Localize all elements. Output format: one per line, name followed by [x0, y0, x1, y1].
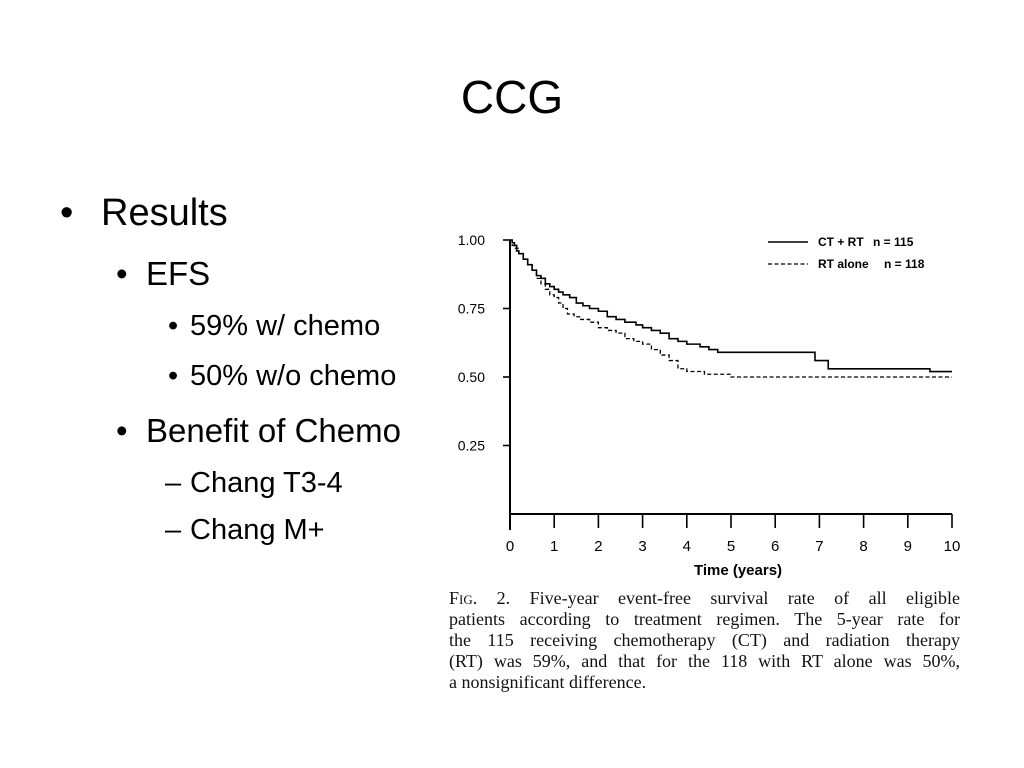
dash-marker: – [165, 514, 182, 546]
x-tick-label: 10 [944, 538, 961, 555]
bullet-text: 59% w/ chemo [190, 310, 381, 342]
bullet-marker: • [116, 412, 128, 449]
bullet-text: EFS [146, 255, 211, 292]
survival-curve-plot: CT + RT n = 115 RT alone n = 118 Time (y… [458, 232, 961, 579]
bullet-chang-m-plus: – Chang M+ [0, 516, 440, 545]
bullet-text: Chang M+ [190, 514, 325, 546]
legend-n-rt-alone: n = 118 [884, 257, 925, 271]
x-tick-label: 5 [727, 538, 735, 555]
bullet-marker: • [168, 310, 179, 342]
bullet-chang-t3-4: – Chang T3-4 [0, 469, 440, 498]
y-tick-label: 1.00 [458, 232, 485, 248]
x-tick-label: 8 [859, 538, 867, 555]
bullet-results: • Results [0, 194, 440, 232]
bullet-text: Benefit of Chemo [146, 412, 401, 449]
bullet-text: Results [101, 192, 228, 234]
y-tick-label: 0.75 [458, 301, 485, 317]
bullet-59-with-chemo: • 59% w/ chemo [0, 312, 440, 341]
y-tick-label: 0.50 [458, 369, 485, 385]
y-tick-label: 0.25 [458, 438, 485, 454]
efs-survival-chart: CT + RT n = 115 RT alone n = 118 Time (y… [430, 225, 970, 585]
x-tick-label: 7 [815, 538, 823, 555]
bullet-efs: • EFS [0, 257, 440, 290]
x-tick-label: 6 [771, 538, 779, 555]
bullet-benefit-of-chemo: • Benefit of Chemo [0, 414, 440, 447]
figure-caption: Fig. 2. Five-year event-free survival ra… [449, 588, 960, 693]
bullet-marker: • [60, 192, 74, 234]
legend-label-ct-rt: CT + RT [818, 235, 864, 249]
dash-marker: – [165, 467, 182, 499]
x-tick-label: 1 [550, 538, 558, 555]
bullet-marker: • [116, 255, 128, 292]
x-axis-label: Time (years) [694, 562, 782, 579]
x-tick-label: 4 [683, 538, 691, 555]
caption-line: patients according to treatment regimen.… [449, 609, 960, 629]
slide-title: CCG [460, 71, 564, 123]
bullet-text: 50% w/o chemo [190, 360, 397, 392]
x-tick-label: 9 [904, 538, 912, 555]
bullet-text: Chang T3-4 [190, 467, 343, 499]
legend-n-ct-rt: n = 115 [873, 235, 914, 249]
x-tick-label: 2 [594, 538, 602, 555]
bullet-50-without-chemo: • 50% w/o chemo [0, 362, 440, 391]
x-tick-label: 3 [638, 538, 646, 555]
caption-line: (RT) was 59%, and that for the 118 with … [449, 651, 960, 671]
legend-label-rt-alone: RT alone [818, 257, 869, 271]
caption-line: a nonsignificant difference. [449, 672, 647, 692]
bullet-marker: • [168, 360, 179, 392]
caption-figure-label: Fig. 2. [449, 588, 511, 608]
x-tick-label: 0 [506, 538, 514, 555]
caption-line: Fig. 2. Five-year event-free survival ra… [449, 588, 960, 609]
caption-line: the 115 receiving chemotherapy (CT) and … [449, 630, 960, 650]
caption-text: Five-year event-free survival rate of al… [529, 588, 960, 608]
series-line-rt-alone [510, 239, 952, 378]
